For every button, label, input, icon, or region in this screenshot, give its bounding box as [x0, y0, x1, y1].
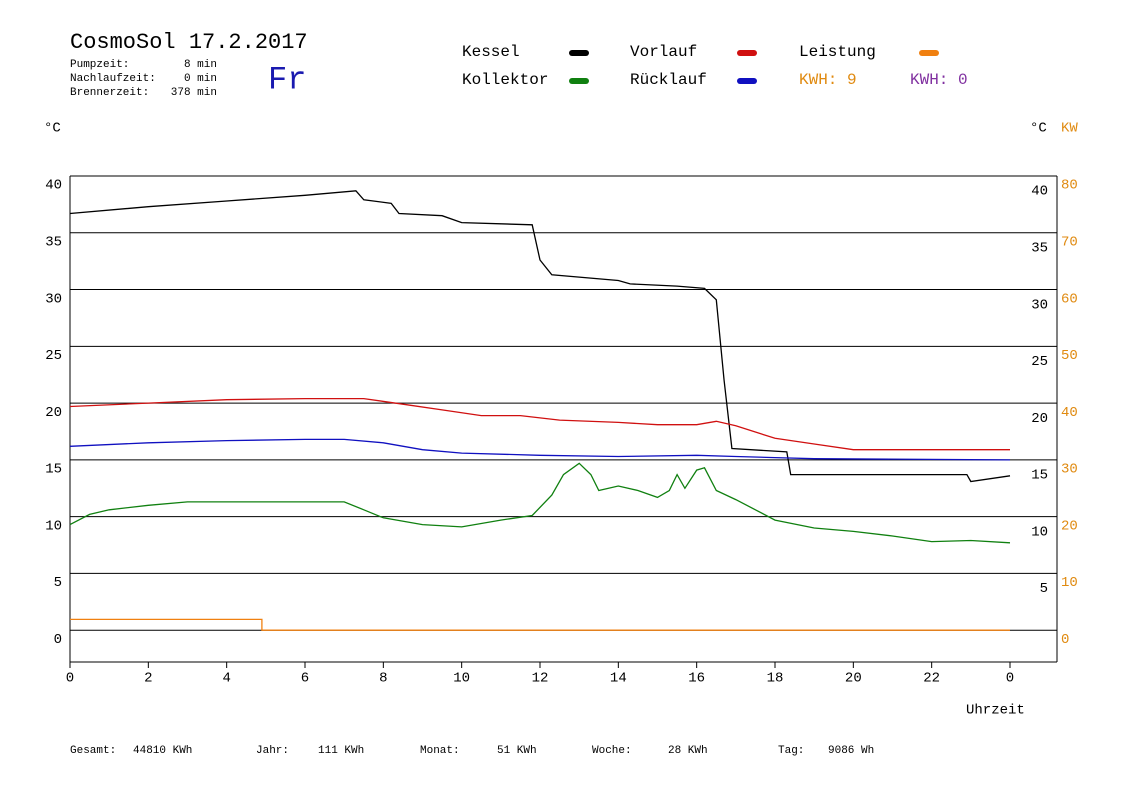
series-line — [70, 618, 1010, 631]
y-tick-label: 15 — [45, 462, 62, 478]
y-right-tick-label: 10 — [1031, 524, 1048, 540]
y-tick-label: 25 — [45, 348, 62, 364]
info-label: Nachlaufzeit: — [70, 73, 156, 85]
x-tick-label: 10 — [453, 671, 470, 687]
chart-title: CosmoSol 17.2.2017 — [70, 30, 308, 55]
x-tick-label: 16 — [688, 671, 705, 687]
x-axis-label: Uhrzeit — [966, 703, 1025, 719]
footer-text: 111 KWh — [318, 745, 364, 757]
y-right-tick-label: 5 — [1040, 581, 1048, 597]
footer-text: 9086 Wh — [828, 745, 874, 757]
series-line — [69, 397, 1010, 451]
y-right-tick-label: 40 — [1031, 184, 1048, 200]
footer-text: 44810 KWh — [133, 745, 192, 757]
y2-tick-label: 60 — [1061, 291, 1078, 307]
legend-label: Kollektor — [462, 71, 548, 89]
x-tick-label: 12 — [532, 671, 549, 687]
footer-text: 51 KWh — [497, 745, 537, 757]
x-tick-label: 20 — [845, 671, 862, 687]
footer-text: 28 KWh — [668, 745, 708, 757]
y2-tick-label: 70 — [1061, 234, 1078, 250]
x-tick-label: 4 — [222, 671, 230, 687]
day-label: Fr — [268, 61, 306, 98]
x-tick-label: 0 — [66, 671, 74, 687]
y-tick-label: 30 — [45, 291, 62, 307]
y2-tick-label: 30 — [1061, 462, 1078, 478]
y-tick-label: 35 — [45, 234, 62, 250]
y2-tick-label: 10 — [1061, 575, 1078, 591]
legend-label: Kessel — [462, 43, 520, 61]
kwh-label: KWH: 0 — [910, 71, 968, 89]
y-right-tick-label: 30 — [1031, 297, 1048, 313]
legend-label: Leistung — [799, 43, 876, 61]
y-tick-label: 10 — [45, 518, 62, 534]
footer-text: Jahr: — [256, 745, 289, 757]
series-line — [69, 462, 1011, 544]
info-label: Pumpzeit: — [70, 59, 129, 71]
y-unit: °C — [44, 121, 61, 137]
y-right-tick-label: 35 — [1031, 240, 1048, 256]
x-tick-label: 14 — [610, 671, 627, 687]
series-line — [69, 190, 1011, 483]
y-tick-label: 20 — [45, 405, 62, 421]
x-tick-label: 18 — [767, 671, 784, 687]
y2-unit-c: °C — [1030, 121, 1047, 137]
footer-text: Monat: — [420, 745, 460, 757]
y-right-tick-label: 25 — [1031, 354, 1048, 370]
y2-tick-label: 20 — [1061, 518, 1078, 534]
x-tick-label: 22 — [923, 671, 940, 687]
x-tick-label: 8 — [379, 671, 387, 687]
footer-text: Woche: — [592, 745, 632, 757]
info-label: Brennerzeit: — [70, 87, 149, 99]
y-tick-label: 5 — [54, 575, 62, 591]
y2-tick-label: 0 — [1061, 632, 1069, 648]
footer-text: Tag: — [778, 745, 804, 757]
y2-unit: KW — [1061, 121, 1078, 137]
y2-tick-label: 40 — [1061, 405, 1078, 421]
y-tick-label: 0 — [54, 632, 62, 648]
y2-tick-label: 50 — [1061, 348, 1078, 364]
series-line — [69, 438, 1011, 461]
legend-label: Rücklauf — [630, 71, 707, 89]
x-tick-label: 6 — [301, 671, 309, 687]
kwh-label: KWH: 9 — [799, 71, 857, 89]
x-tick-label: 2 — [144, 671, 152, 687]
x-tick-label: 0 — [1006, 671, 1014, 687]
legend-label: Vorlauf — [630, 43, 697, 61]
y-right-tick-label: 20 — [1031, 411, 1048, 427]
y-right-tick-label: 15 — [1031, 468, 1048, 484]
y2-tick-label: 80 — [1061, 178, 1078, 194]
info-value: 0 min — [184, 73, 217, 85]
info-value: 378 min — [171, 87, 217, 99]
info-value: 8 min — [184, 59, 217, 71]
footer-text: Gesamt: — [70, 745, 116, 757]
y-tick-label: 40 — [45, 178, 62, 194]
